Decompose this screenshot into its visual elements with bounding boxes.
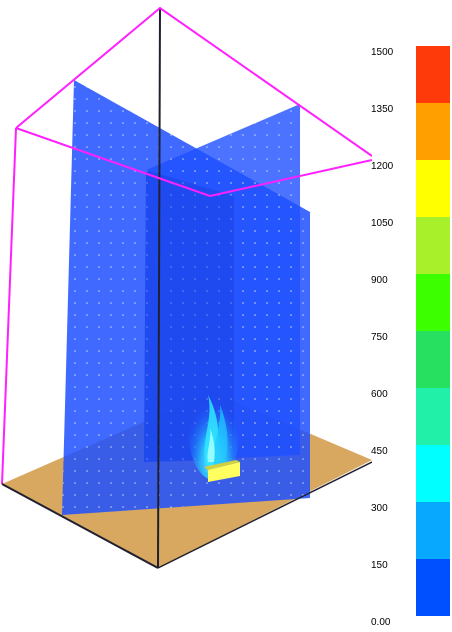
- colorbar-tick-label: 1050: [371, 218, 394, 229]
- frame-top-front-left: [15, 127, 211, 197]
- colorbar-tick-label: 300: [371, 503, 388, 514]
- colorbar-segment: [416, 331, 450, 388]
- colorbar-tick-label: 900: [371, 275, 388, 286]
- colorbar-tick-label: 0.00: [371, 617, 391, 628]
- colorbar-tick-label: 750: [371, 332, 388, 343]
- floor-edge-front-left: [1, 483, 159, 569]
- burner-block: [208, 462, 240, 482]
- colorbar-tick-label: 1350: [371, 104, 394, 115]
- colorbar-segment: [416, 274, 450, 331]
- colorbar-tick-label: 600: [371, 389, 388, 400]
- colorbar-tick-label: 150: [371, 560, 388, 571]
- colorbar-segment: [416, 217, 450, 274]
- frame-edge-left: [1, 127, 17, 485]
- colorbar-segment: [416, 46, 450, 103]
- frame-top-outline: [15, 6, 372, 157]
- colorbar-segment: [416, 388, 450, 445]
- colorbar-segment: [416, 160, 450, 217]
- colorbar-segment: [416, 103, 450, 160]
- colorbar-segment: [416, 502, 450, 559]
- scene-canvas[interactable]: [0, 0, 372, 632]
- center-vertical-edge: [157, 7, 161, 569]
- floor-edge-front-right: [157, 461, 372, 569]
- colorbar-tick-label: 1200: [371, 161, 394, 172]
- frame-top-front-right: [209, 159, 372, 197]
- colorbar-segment: [416, 445, 450, 502]
- flame-plume: [188, 380, 240, 480]
- colorbar: [416, 46, 450, 616]
- colorbar-segment: [416, 559, 450, 616]
- colorbar-tick-label: 1500: [371, 47, 394, 58]
- colorbar-tick-label: 450: [371, 446, 388, 457]
- burner-block-top: [204, 460, 240, 470]
